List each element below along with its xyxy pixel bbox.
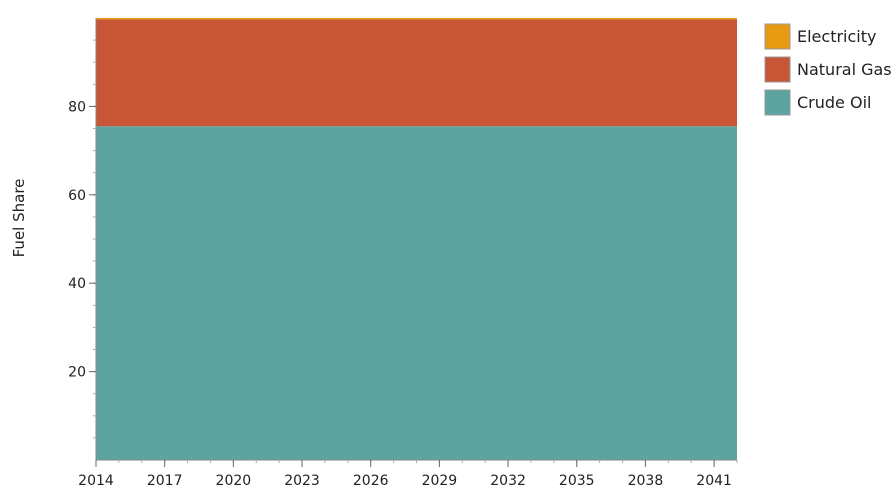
x-tick-label: 2038	[628, 473, 664, 489]
area-natural-gas	[96, 19, 737, 127]
y-tick-label: 20	[68, 365, 86, 381]
legend-swatch-electricity	[764, 23, 791, 50]
legend-swatch-natural-gas	[764, 56, 791, 83]
x-tick-label: 2023	[284, 473, 320, 489]
plot-area	[96, 18, 737, 460]
area-crude-oil	[96, 126, 737, 460]
area-electricity	[96, 18, 737, 20]
legend-swatch-crude-oil	[764, 89, 791, 116]
legend-label-electricity: Electricity	[797, 27, 876, 46]
y-tick-label: 40	[68, 276, 86, 292]
y-axis-label: Fuel Share	[10, 179, 28, 258]
x-tick-label: 2032	[490, 473, 526, 489]
legend-label-crude-oil: Crude Oil	[797, 93, 871, 112]
x-tick-label: 2026	[353, 473, 389, 489]
legend: Electricity Natural Gas Crude Oil	[764, 23, 892, 116]
x-tick-label: 2020	[216, 473, 252, 489]
legend-label-natural-gas: Natural Gas	[797, 60, 892, 79]
x-tick-label: 2014	[78, 473, 114, 489]
x-tick-label: 2041	[696, 473, 732, 489]
x-tick-label: 2029	[422, 473, 458, 489]
x-tick-label: 2035	[559, 473, 595, 489]
y-tick-label: 80	[68, 99, 86, 115]
x-tick-label: 2017	[147, 473, 183, 489]
y-tick-label: 60	[68, 188, 86, 204]
axes: 20 40 60 80 2014 2017 2020 2023 2026 2029 2032 2035…	[68, 18, 738, 489]
